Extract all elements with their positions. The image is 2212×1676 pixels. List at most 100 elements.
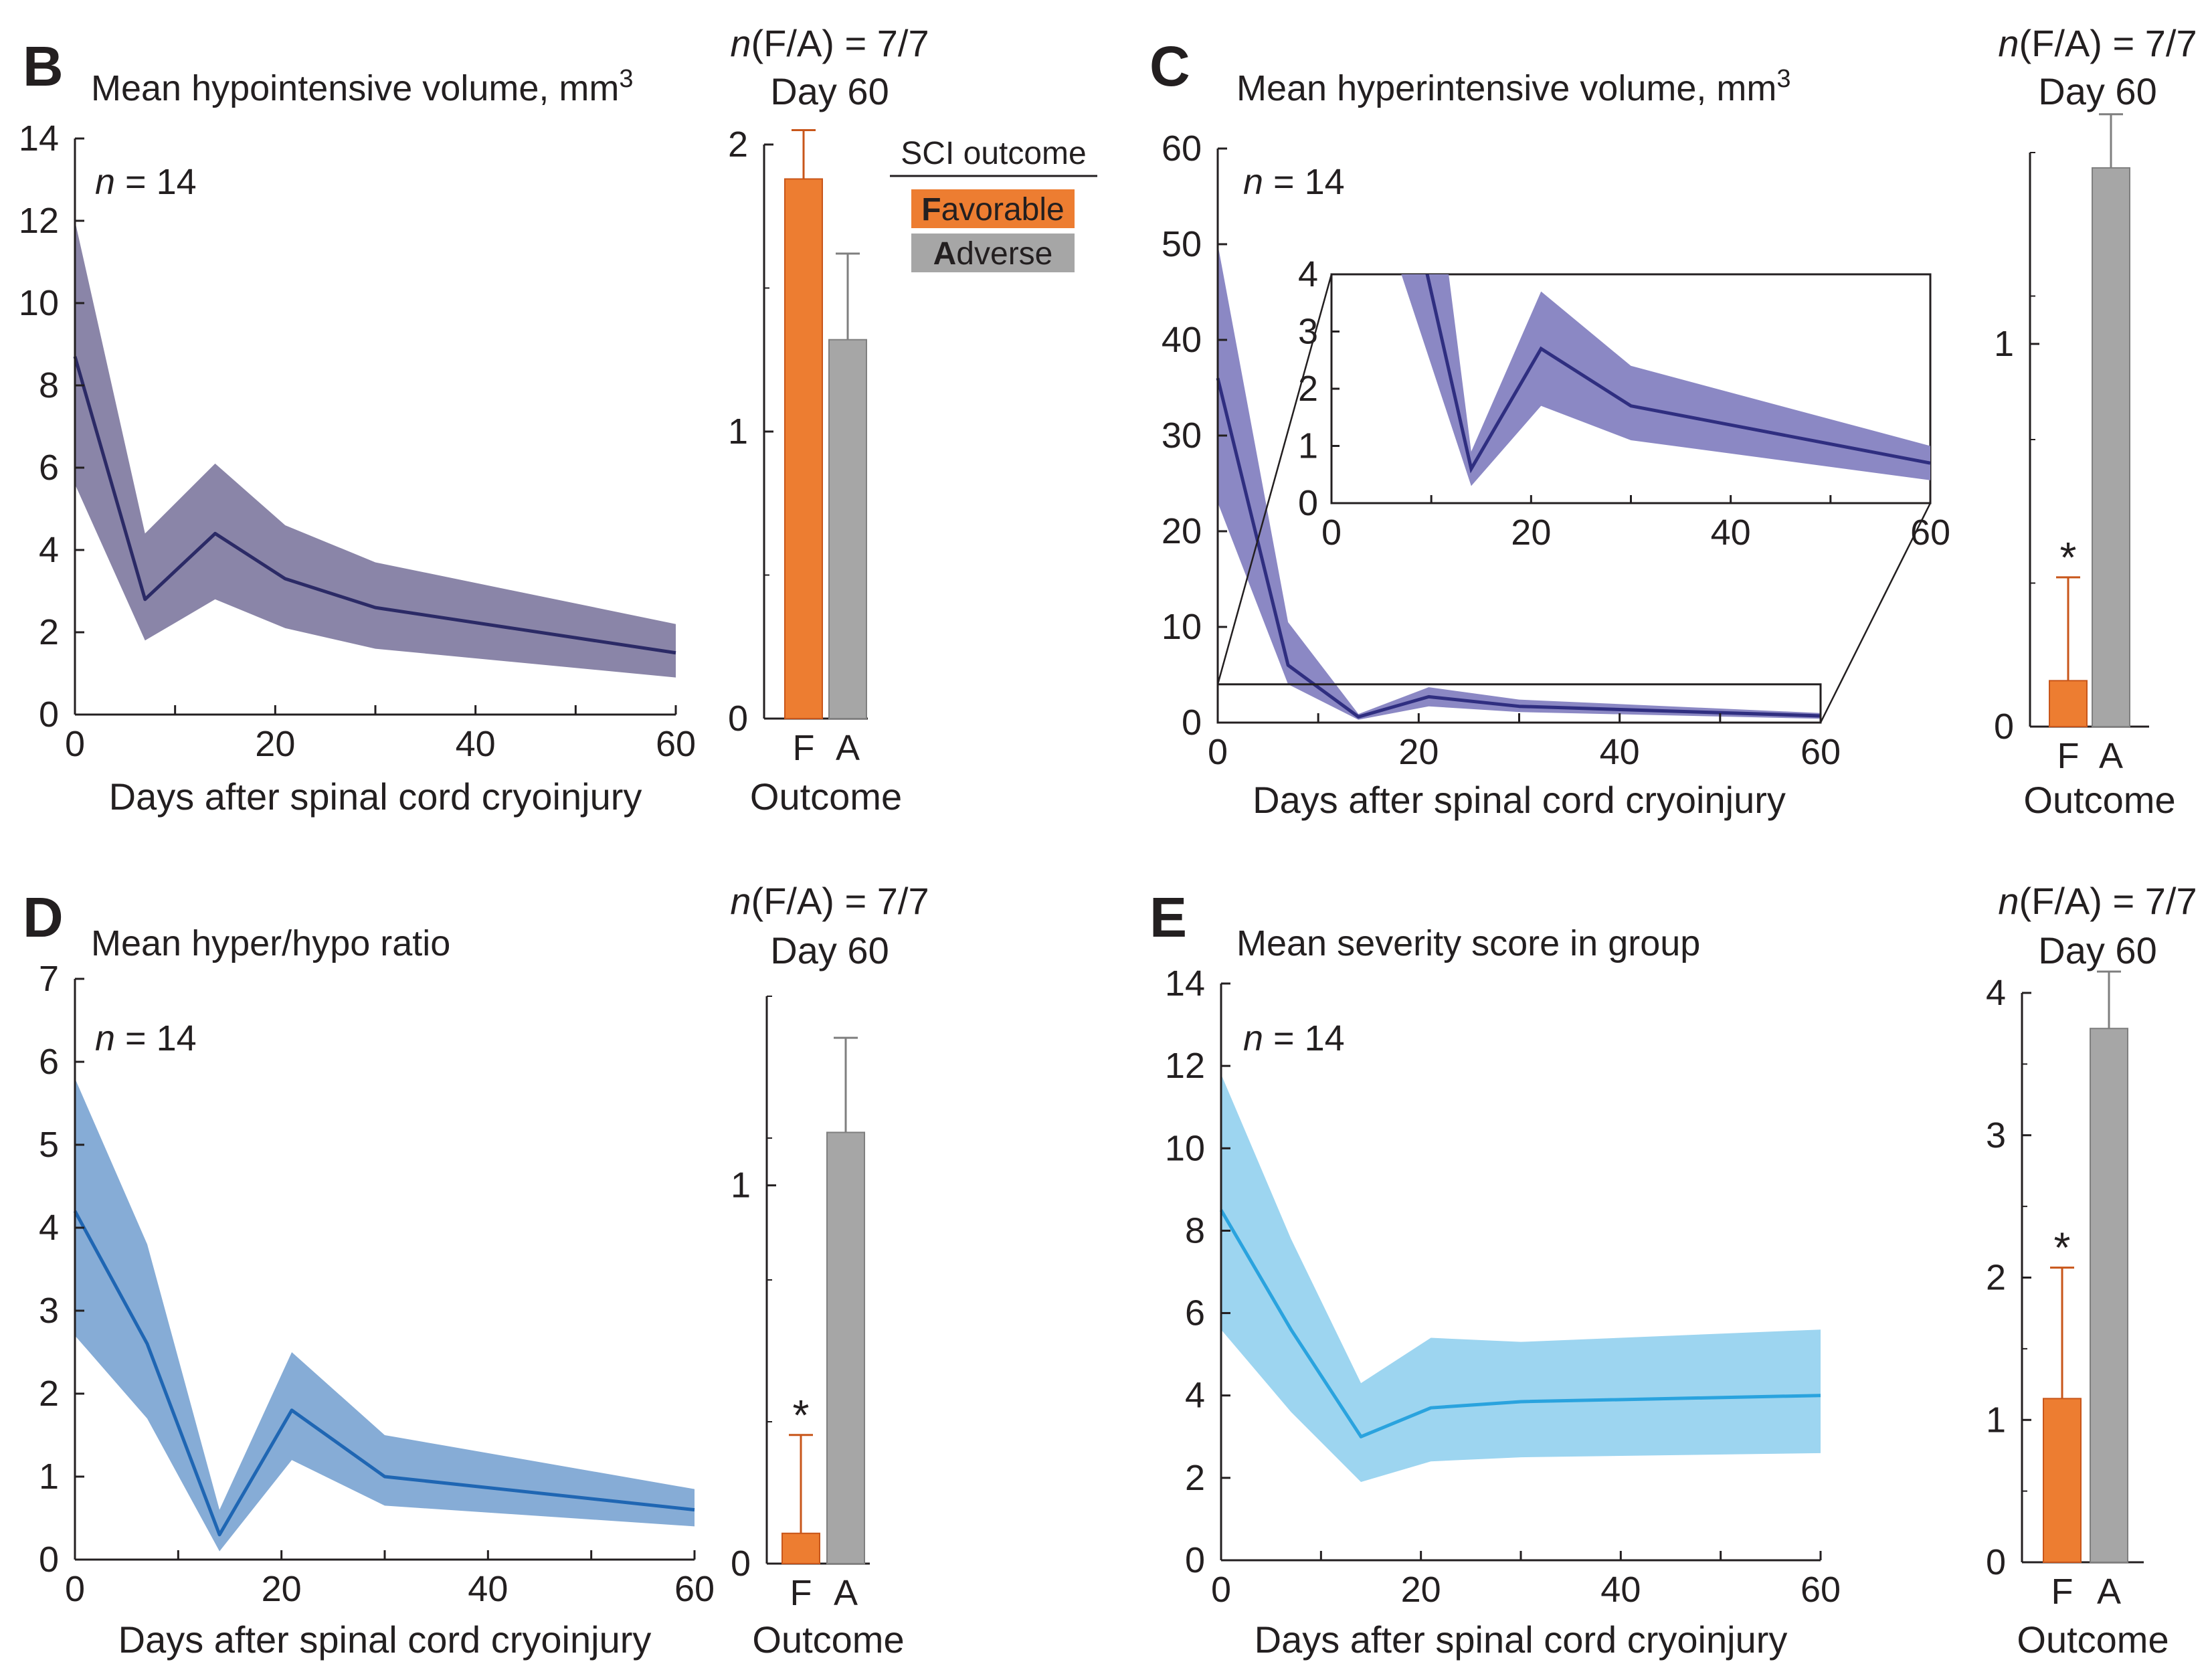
inset-y-tick-label: 4 — [1298, 254, 1318, 294]
bar-y-tick-label: 3 — [1986, 1115, 2006, 1155]
y-tick-label: 10 — [19, 283, 59, 323]
confidence-band — [75, 221, 676, 678]
y-tick-label: 12 — [1165, 1046, 1205, 1086]
x-tick-label: 40 — [1600, 732, 1640, 772]
y-tick-label: 4 — [1185, 1376, 1205, 1416]
x-axis-label: Days after spinal cord cryoinjury — [109, 775, 642, 818]
bar-x-axis-label: Outcome — [750, 775, 902, 818]
legend-adverse-label: Adverse — [933, 236, 1053, 272]
chart-title-text: Mean hypointensive volume, mm — [91, 68, 619, 108]
chart-title-superscript: 3 — [1776, 65, 1790, 93]
x-tick-label: 0 — [1208, 732, 1228, 772]
confidence-band — [1221, 1074, 1821, 1483]
legend: SCI outcome Favorable Adverse — [890, 136, 1097, 272]
bar-y-tick-label: 1 — [728, 411, 748, 452]
mean-line — [73, 1210, 695, 1537]
y-tick-label: 20 — [1162, 511, 1202, 551]
y-tick-label: 14 — [19, 118, 59, 159]
y-tick-label: 0 — [1182, 703, 1202, 743]
y-tick-label: 6 — [1185, 1293, 1205, 1333]
panel-letter: B — [23, 35, 64, 98]
y-tick-label: 12 — [19, 201, 59, 241]
x-tick-label: 60 — [1801, 1570, 1841, 1610]
n-label-symbol: n — [1243, 1018, 1273, 1058]
bar-adverse — [828, 339, 867, 720]
n-label: n = 14 — [1243, 1018, 1345, 1058]
bar-favorable — [2043, 1398, 2082, 1563]
x-tick-label: 20 — [1401, 1570, 1441, 1610]
y-tick-label: 1 — [39, 1457, 59, 1497]
chart-title-text: Mean hyper/hypo ratio — [91, 923, 450, 963]
x-tick-label: 0 — [65, 724, 85, 764]
y-tick-label: 8 — [1185, 1210, 1205, 1250]
inset-x-tick-label: 20 — [1511, 513, 1551, 553]
y-tick-label: 2 — [39, 1374, 59, 1414]
x-tick-label: 40 — [468, 1569, 508, 1609]
y-tick-label: 0 — [39, 1540, 59, 1580]
bar-category-label: F — [790, 1573, 812, 1613]
y-tick-label: 0 — [39, 694, 59, 735]
x-tick-label: 60 — [656, 724, 696, 764]
n-label: n = 14 — [95, 162, 197, 202]
bar-chart-header: n(F/A) = 7/7 — [730, 880, 929, 922]
bar-x-axis-label: Outcome — [2023, 779, 2175, 821]
n-label-symbol: n — [1243, 162, 1273, 202]
y-tick-label: 10 — [1162, 607, 1202, 647]
bar-category-label: A — [2097, 1572, 2121, 1612]
bar-header-n: n — [1998, 880, 2019, 922]
bar-y-tick-label: 0 — [1994, 707, 2014, 747]
bar-y-tick-label: 1 — [1986, 1400, 2006, 1440]
chart-title: Mean hyper/hypo ratio — [91, 923, 450, 963]
bar-adverse — [826, 1131, 865, 1564]
y-tick-label: 0 — [1185, 1540, 1205, 1580]
y-tick-label: 40 — [1162, 320, 1202, 360]
chart-title: Mean severity score in group — [1236, 923, 1700, 963]
panel-c: C Mean hyperintensive volume, mm3 n = 14 0 2… — [1149, 22, 2197, 821]
inset-x-tick-label: 0 — [1321, 513, 1342, 553]
inset-plot — [1401, 274, 1930, 486]
chart-title: Mean hyperintensive volume, mm3 — [1236, 65, 1790, 108]
x-tick-label: 0 — [65, 1569, 85, 1609]
confidence-band — [75, 1078, 695, 1552]
bar-adverse — [2090, 1028, 2128, 1563]
y-tick-label: 5 — [39, 1125, 59, 1165]
panel-letter: D — [23, 886, 64, 949]
zoom-connector — [1216, 274, 1333, 685]
bar-header-rest: (F/A) = 7/7 — [2019, 22, 2197, 64]
n-label-value: = 14 — [1273, 162, 1345, 202]
y-tick-label: 60 — [1162, 128, 1202, 169]
inset-mean-line — [1425, 274, 1930, 474]
n-label-value: = 14 — [125, 162, 197, 202]
zoom-connector — [1819, 502, 1932, 723]
y-tick-label: 2 — [39, 612, 59, 652]
mean-line — [73, 356, 676, 655]
panel-letter: C — [1149, 35, 1190, 98]
bar-x-axis-label: Outcome — [752, 1618, 904, 1661]
bar-category-label: A — [2099, 736, 2123, 776]
inset-y-tick-label: 0 — [1298, 483, 1318, 523]
legend-title: SCI outcome — [901, 136, 1086, 171]
y-tick-label: 4 — [39, 1208, 59, 1248]
legend-favorable-label: Favorable — [921, 192, 1064, 227]
chart-title-text: Mean severity score in group — [1236, 923, 1700, 963]
bar-y-tick-label: 1 — [731, 1166, 751, 1206]
panel-letter: E — [1149, 886, 1187, 949]
bar-y-tick-label: 1 — [1994, 324, 2014, 364]
inset-x-tick-label: 60 — [1910, 513, 1950, 553]
bar-chart-day: Day 60 — [770, 929, 889, 971]
chart-title-superscript: 3 — [619, 65, 633, 93]
bar-y-tick-label: 0 — [1986, 1542, 2006, 1582]
bar-y-tick-label: 0 — [731, 1544, 751, 1584]
n-label-symbol: n — [95, 162, 125, 202]
bar-y-tick-label: 4 — [1986, 973, 2006, 1013]
y-tick-label: 6 — [39, 448, 59, 488]
bar-category-label: F — [2057, 736, 2080, 776]
bar-chart-header: n(F/A) = 7/7 — [1998, 22, 2197, 64]
bar-header-n: n — [730, 22, 751, 64]
bar-favorable — [781, 1532, 820, 1565]
legend-favorable-swatch — [911, 189, 1075, 228]
bar-adverse — [2092, 167, 2130, 727]
mean-line — [1219, 1209, 1821, 1438]
bar-x-axis-label: Outcome — [2017, 1618, 2169, 1661]
